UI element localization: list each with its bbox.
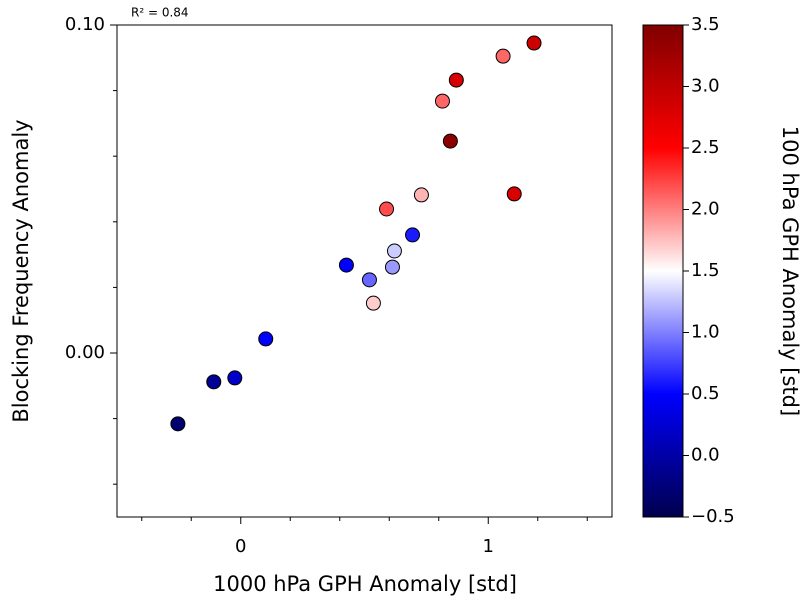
- point: [434, 93, 450, 109]
- colorbar-tick-label: 3.5: [691, 14, 720, 35]
- point: [170, 416, 186, 432]
- colorbar-tick-label: 1.5: [691, 260, 720, 281]
- point: [361, 272, 377, 288]
- point: [365, 295, 381, 311]
- y-tick-label: 0.00: [65, 342, 105, 363]
- point: [384, 259, 400, 275]
- y-tick-label: 0.10: [65, 14, 105, 35]
- colorbar-tick-label: 2.0: [691, 199, 720, 220]
- colorbar-tick-label: 3.0: [691, 76, 720, 97]
- point: [227, 370, 243, 386]
- point: [413, 187, 429, 203]
- plot-frame: [116, 24, 613, 518]
- colorbar-tick-label: 1.0: [691, 322, 720, 343]
- y-axis-title: Blocking Frequency Anomaly: [9, 119, 33, 422]
- annotation: R² = 0.84: [131, 6, 189, 20]
- point: [448, 72, 464, 88]
- x-tick-label: 1: [483, 536, 494, 557]
- point: [506, 186, 522, 202]
- point: [526, 35, 542, 51]
- point: [495, 48, 511, 64]
- colorbar-tick-label: 0.5: [691, 383, 720, 404]
- point: [442, 133, 458, 149]
- point: [338, 257, 354, 273]
- colorbar-title: 100 hPa GPH Anomaly [std]: [778, 126, 802, 416]
- colorbar-tick-label: −0.5: [691, 506, 735, 527]
- colorbar-tick-label: 0.0: [691, 445, 720, 466]
- x-tick-label: 0: [235, 536, 246, 557]
- point: [379, 201, 395, 217]
- point: [258, 331, 274, 347]
- point: [405, 227, 421, 243]
- colorbar-tick-label: 2.5: [691, 137, 720, 158]
- point: [386, 243, 402, 259]
- colorbar: [642, 24, 684, 518]
- point: [206, 374, 222, 390]
- x-axis-title: 1000 hPa GPH Anomaly [std]: [213, 572, 517, 596]
